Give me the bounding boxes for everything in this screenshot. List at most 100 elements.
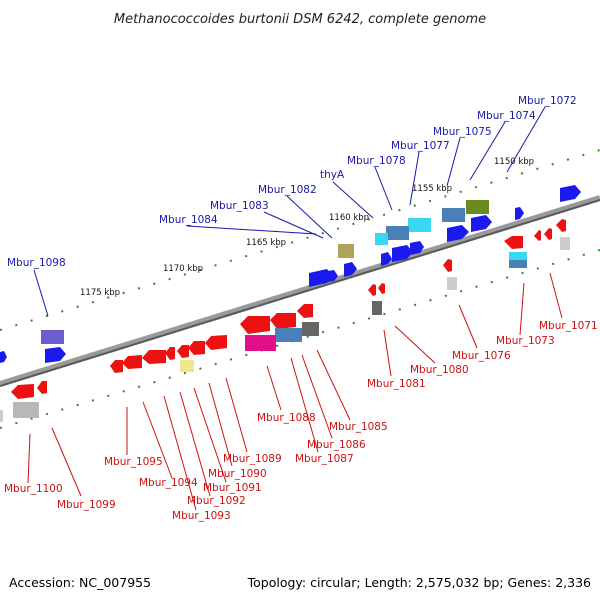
gene-label[interactable]: Mbur_1089: [223, 453, 282, 465]
gene-label[interactable]: Mbur_1095: [104, 456, 163, 468]
gene-arrow[interactable]: [447, 225, 469, 242]
gene-arrow[interactable]: [270, 313, 296, 329]
gene-label[interactable]: Mbur_1087: [295, 453, 354, 465]
gene-arrow[interactable]: [368, 284, 376, 296]
leader-line: [409, 151, 420, 206]
gene-arrow[interactable]: [544, 228, 552, 240]
gene-arrow[interactable]: [165, 347, 175, 360]
gene-label[interactable]: Mbur_1081: [367, 378, 426, 390]
gene-label[interactable]: Mbur_1093: [172, 510, 231, 522]
gene-arrow[interactable]: [240, 316, 270, 334]
gene-block[interactable]: [509, 260, 527, 268]
gene-block[interactable]: [275, 328, 302, 342]
leader-line: [290, 357, 319, 453]
gene-block[interactable]: [0, 410, 3, 422]
gene-arrow[interactable]: [0, 351, 7, 363]
gene-arrow[interactable]: [381, 252, 392, 266]
gene-label[interactable]: Mbur_1083: [210, 200, 269, 212]
gene-arrow[interactable]: [188, 341, 205, 355]
map-title: Methanococcoides burtonii DSM 6242, comp…: [114, 12, 486, 27]
gene-arrow[interactable]: [392, 245, 413, 262]
forward-gene-labels: Mbur_1072 Mbur_1074 Mbur_1075 Mbur_1077 …: [7, 95, 577, 269]
gene-block[interactable]: [560, 237, 570, 250]
gene-label[interactable]: Mbur_1085: [329, 421, 388, 433]
gene-arrow[interactable]: [556, 219, 566, 232]
leader-line: [394, 325, 436, 364]
gene-label[interactable]: Mbur_1090: [208, 468, 267, 480]
gene-label[interactable]: Mbur_1092: [187, 495, 246, 507]
gene-label[interactable]: Mbur_1071: [539, 320, 598, 332]
gene-block[interactable]: [41, 330, 64, 344]
gene-block[interactable]: [466, 200, 489, 214]
gene-label[interactable]: Mbur_1098: [7, 257, 66, 269]
leader-lines: [27, 106, 563, 511]
gene-block[interactable]: [13, 402, 39, 418]
gene-arrow[interactable]: [45, 347, 66, 363]
gene-arrow[interactable]: [504, 236, 523, 249]
gene-label[interactable]: Mbur_1082: [258, 184, 317, 196]
gene-label[interactable]: Mbur_1091: [203, 482, 262, 494]
forward-gene-blocks: [0, 185, 581, 363]
gene-label[interactable]: Mbur_1084: [159, 214, 218, 226]
gene-arrow[interactable]: [11, 384, 34, 399]
gene-block[interactable]: [338, 244, 354, 258]
gene-label[interactable]: Mbur_1094: [139, 477, 198, 489]
gene-arrow[interactable]: [443, 259, 452, 272]
leader-line: [286, 195, 333, 239]
gene-block[interactable]: [447, 277, 457, 290]
leader-line: [316, 349, 351, 421]
gene-arrow[interactable]: [297, 304, 313, 318]
gene-block[interactable]: [408, 218, 431, 232]
gene-arrow[interactable]: [37, 381, 47, 394]
leader-line: [458, 304, 478, 349]
gene-arrow[interactable]: [515, 207, 524, 220]
gene-arrow[interactable]: [205, 335, 227, 350]
gene-label[interactable]: Mbur_1086: [307, 439, 366, 451]
gene-arrow[interactable]: [110, 360, 123, 373]
gene-block[interactable]: [180, 360, 194, 372]
leader-line: [383, 329, 392, 377]
gene-arrow[interactable]: [378, 283, 385, 294]
genome-backbone: [0, 195, 600, 387]
gene-arrow[interactable]: [142, 350, 166, 364]
leader-line: [163, 395, 197, 511]
gene-label[interactable]: Mbur_1088: [257, 412, 316, 424]
gene-block[interactable]: [442, 208, 465, 222]
gene-label[interactable]: Mbur_1073: [496, 335, 555, 347]
leader-line: [225, 377, 248, 453]
gene-label[interactable]: Mbur_1078: [347, 155, 406, 167]
leader-line: [301, 354, 333, 439]
kbp-label: 1165 kbp: [246, 238, 286, 248]
kbp-label: 1170 kbp: [163, 264, 203, 274]
gene-block[interactable]: [302, 322, 319, 336]
gene-label[interactable]: Mbur_1076: [452, 350, 511, 362]
gene-block[interactable]: [509, 252, 527, 260]
gene-arrow[interactable]: [534, 230, 541, 241]
gene-label[interactable]: Mbur_1099: [57, 499, 116, 511]
gene-label[interactable]: Mbur_1074: [477, 110, 536, 122]
reverse-gene-labels: Mbur_1071 Mbur_1073 Mbur_1076 Mbur_1080 …: [4, 320, 598, 522]
gene-arrow[interactable]: [471, 215, 492, 232]
gene-label[interactable]: Mbur_1077: [391, 140, 450, 152]
leader-line: [186, 225, 317, 235]
gene-label[interactable]: thyA: [320, 169, 345, 181]
gene-arrow[interactable]: [344, 262, 357, 277]
gene-block[interactable]: [245, 335, 276, 351]
leader-line: [549, 272, 563, 319]
gene-arrow[interactable]: [122, 355, 142, 369]
leader-line: [208, 382, 233, 467]
gene-arrow[interactable]: [309, 269, 333, 287]
leader-line: [266, 365, 282, 411]
gene-block[interactable]: [386, 226, 409, 240]
gene-block[interactable]: [372, 301, 382, 315]
gene-label[interactable]: Mbur_1100: [4, 483, 63, 495]
gene-arrow[interactable]: [328, 270, 338, 282]
accession-text: Accession: NC_007955: [9, 575, 151, 590]
gene-arrow[interactable]: [560, 185, 581, 202]
gene-arrow[interactable]: [177, 345, 189, 358]
gene-label[interactable]: Mbur_1080: [410, 364, 469, 376]
gene-label[interactable]: Mbur_1072: [518, 95, 577, 107]
gene-arrow[interactable]: [410, 241, 424, 255]
gene-block[interactable]: [375, 233, 388, 245]
gene-label[interactable]: Mbur_1075: [433, 126, 492, 138]
